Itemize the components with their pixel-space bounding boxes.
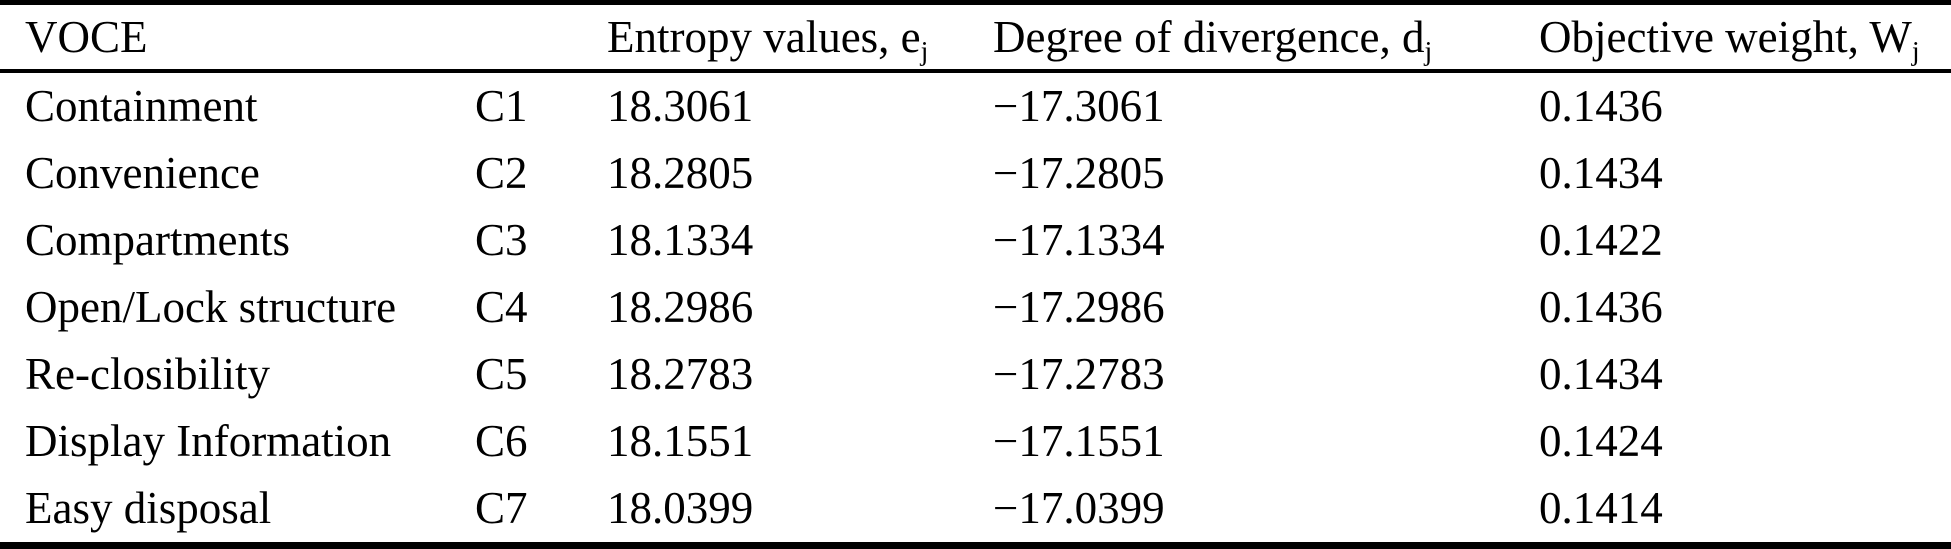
cell-weight: 0.1436	[1539, 282, 1663, 332]
table-header-row: VOCE Entropy values, ej Degree of diverg…	[0, 5, 1951, 73]
cell-code: C1	[475, 81, 528, 131]
table-row: Compartments C3 18.1334 −17.1334 0.1422	[0, 207, 1951, 274]
table-row: Convenience C2 18.2805 −17.2805 0.1434	[0, 140, 1951, 207]
cell-code: C2	[475, 148, 528, 198]
cell-name: Convenience	[25, 148, 260, 198]
cell-entropy: 18.2986	[607, 282, 754, 332]
cell-entropy: 18.0399	[607, 483, 754, 533]
subscript: j	[1424, 35, 1433, 67]
cell-weight: 0.1434	[1539, 349, 1663, 399]
col-header-voce: VOCE	[25, 11, 475, 62]
col-header-divergence: Degree of divergence, dj	[993, 11, 1539, 65]
cell-entropy: 18.3061	[607, 81, 754, 131]
cell-code: C4	[475, 282, 528, 332]
cell-entropy: 18.2783	[607, 349, 754, 399]
cell-code: C3	[475, 215, 528, 265]
cell-code: C5	[475, 349, 528, 399]
cell-entropy: 18.2805	[607, 148, 754, 198]
table-row: Display Information C6 18.1551 −17.1551 …	[0, 408, 1951, 475]
table-row: Open/Lock structure C4 18.2986 −17.2986 …	[0, 274, 1951, 341]
col-header-label: Entropy values, e	[607, 11, 921, 62]
col-header-label: Objective weight, W	[1539, 11, 1912, 62]
cell-weight: 0.1434	[1539, 148, 1663, 198]
cell-entropy: 18.1334	[607, 215, 754, 265]
cell-divergence: −17.1334	[993, 215, 1165, 265]
cell-code: C6	[475, 416, 528, 466]
cell-name: Display Information	[25, 416, 392, 466]
cell-name: Compartments	[25, 215, 290, 265]
col-header-label: Degree of divergence, d	[993, 11, 1425, 62]
cell-weight: 0.1422	[1539, 215, 1663, 265]
cell-name: Open/Lock structure	[25, 282, 397, 332]
col-header-label: VOCE	[25, 11, 148, 62]
cell-divergence: −17.2783	[993, 349, 1165, 399]
cell-divergence: −17.2986	[993, 282, 1165, 332]
cell-name: Re-closibility	[25, 349, 270, 399]
table-row: Containment C1 18.3061 −17.3061 0.1436	[0, 73, 1951, 140]
table-row: Easy disposal C7 18.0399 −17.0399 0.1414	[0, 475, 1951, 542]
cell-name: Easy disposal	[25, 483, 272, 533]
cell-divergence: −17.3061	[993, 81, 1165, 131]
cell-weight: 0.1436	[1539, 81, 1663, 131]
col-header-entropy: Entropy values, ej	[607, 11, 993, 65]
subscript: j	[920, 35, 929, 67]
cell-weight: 0.1414	[1539, 483, 1663, 533]
cell-divergence: −17.0399	[993, 483, 1165, 533]
cell-weight: 0.1424	[1539, 416, 1663, 466]
subscript: j	[1911, 35, 1920, 67]
cell-entropy: 18.1551	[607, 416, 754, 466]
cell-divergence: −17.1551	[993, 416, 1165, 466]
table-row: Re-closibility C5 18.2783 −17.2783 0.143…	[0, 341, 1951, 408]
cell-name: Containment	[25, 81, 258, 131]
col-header-weight: Objective weight, Wj	[1539, 11, 1951, 65]
cell-divergence: −17.2805	[993, 148, 1165, 198]
cell-code: C7	[475, 483, 528, 533]
